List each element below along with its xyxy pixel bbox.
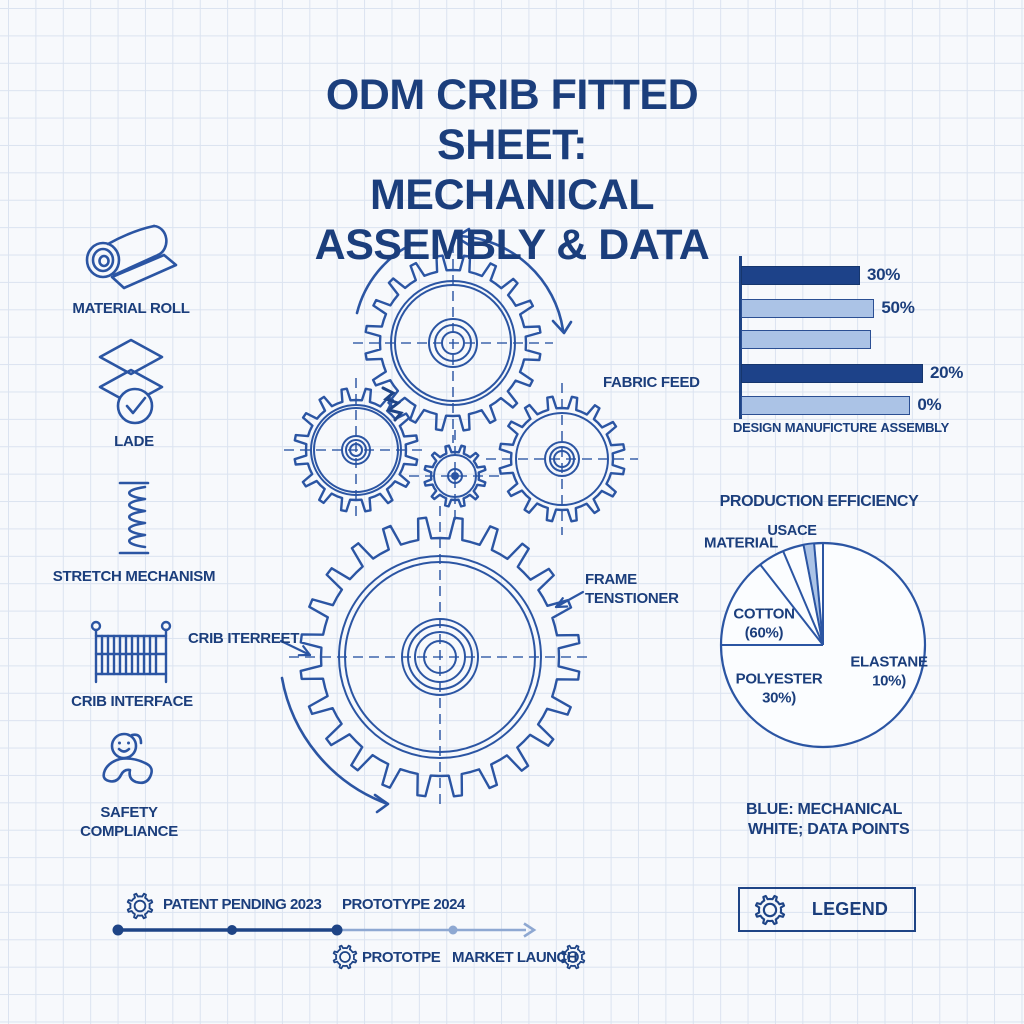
- sidebar-item-crib-interface: CRIB INTERFACE: [71, 693, 193, 710]
- gear-frame-tensioner: [289, 506, 591, 808]
- timeline-label-prototpe: PROTOTPE: [362, 949, 441, 966]
- color-key-note-line2: WHITE; DATA POINTS: [748, 821, 910, 838]
- bar-ASSEMBLY: [741, 330, 871, 349]
- bar-value: [741, 395, 911, 415]
- gear-fabric-feed: [353, 243, 553, 443]
- bar-value-label: 30%: [867, 265, 901, 284]
- callout-leader-lines: [279, 590, 585, 657]
- timeline-dot-2: [227, 925, 237, 935]
- legend-label: LEGEND: [811, 899, 889, 920]
- spring-icon: [112, 477, 156, 561]
- gear-icon: [126, 892, 154, 920]
- arc-arrow-big-gear: [280, 676, 387, 805]
- arrowhead-top: [454, 227, 471, 247]
- gear-icon: [754, 894, 786, 925]
- bar-chart: 30% 50% 20% 0%: [739, 256, 963, 420]
- timeline-label-market-launch: MARKET LAUNCH: [452, 949, 578, 966]
- arc-arrow-top-left: [355, 241, 416, 315]
- pie-callout-usace: USACE: [767, 522, 817, 539]
- pie-chart-title: PRODUCTION EFFICIENCY: [719, 493, 919, 510]
- label-fabric-feed: FABRIC FEED: [603, 374, 700, 391]
- gear-left-idler: [284, 378, 428, 522]
- gear-small-center: [409, 430, 501, 522]
- timeline-dot-3: [331, 924, 343, 936]
- legend-box: LEGEND: [738, 887, 916, 932]
- timeline-dot-1: [112, 924, 124, 936]
- rotation-arrows: [280, 227, 573, 814]
- pie-chart-drawing: [719, 541, 927, 749]
- bar-DESIGN: [741, 265, 860, 285]
- leader-frame-tensioner: [554, 590, 585, 609]
- bar-row: 50%: [741, 298, 915, 318]
- category-assembly: ASSEMBLY: [880, 420, 949, 435]
- gear-icon: [560, 944, 586, 970]
- leader-frame-arrowhead: [554, 597, 569, 609]
- pie-callout-material: MATERIAL: [704, 534, 778, 552]
- bar-MANUFICTURE: [741, 298, 875, 318]
- sidebar-item-stretch-mechanism: STRETCH MECHANISM: [52, 568, 216, 585]
- gear-right-idler: [486, 383, 638, 535]
- gear-mesh-scribble: [381, 386, 404, 422]
- sidebar-item-safety-compliance: SAFETY COMPLIANCE: [80, 804, 178, 840]
- timeline-label-prototype-2024: PROTOTYPE 2024: [342, 896, 465, 913]
- label-crib-callout: CRIB ITERREET: [188, 630, 300, 647]
- sidebar-item-lade: LADE: [114, 433, 154, 450]
- bar-value: [741, 363, 923, 383]
- gear-icon: [332, 944, 358, 970]
- material-roll-icon: [78, 220, 178, 298]
- timeline-arrowhead: [523, 922, 537, 938]
- bar-value-label: 20%: [930, 363, 964, 382]
- category-design: DESIGN: [733, 420, 782, 435]
- timeline-drawing: [112, 922, 537, 938]
- color-key-note-line1: BLUE: MECHANICAL: [746, 801, 903, 818]
- arrowhead-right: [551, 319, 573, 335]
- bar-row: 0%: [741, 395, 942, 415]
- category-manufacture: MANUFICTURE: [784, 420, 877, 435]
- bar-row: 20%: [741, 363, 963, 383]
- pie-slice-label-elastane: ELASTANE 10%): [850, 653, 928, 689]
- gear-train-drawing: [284, 243, 638, 808]
- timeline-dot-4: [448, 925, 458, 935]
- arc-arrow-top-right: [458, 234, 565, 332]
- bar-chart-axis: [739, 256, 742, 419]
- pie-slice-label-polyester: POLYESTER 30%): [735, 670, 823, 706]
- page-title: ODM CRIB FITTED SHEET: MECHANICAL ASSEMB…: [314, 71, 710, 269]
- baby-icon: [96, 730, 176, 794]
- bar-row: 30%: [741, 265, 900, 285]
- fabric-layers-check-icon: [96, 336, 166, 430]
- bar-chart-category-labels: DESIGN MANUFICTURE ASSEMBLY: [733, 420, 949, 435]
- leader-crib-arrowhead: [297, 645, 312, 657]
- bar-value-label: 0%: [917, 395, 942, 414]
- arrowhead-big-gear: [373, 793, 390, 814]
- leader-crib-callout: [279, 639, 312, 657]
- bar-row: [741, 330, 871, 349]
- bar-value-label: 50%: [881, 298, 915, 317]
- pie-slice-label-cotton: COTTON (60%): [733, 605, 795, 641]
- crib-icon: [88, 616, 174, 688]
- sidebar-item-material-roll: MATERIAL ROLL: [72, 300, 190, 317]
- label-frame-tensioner: FRAME TENSTIONER: [585, 571, 679, 607]
- timeline-label-patent-pending: PATENT PENDING 2023: [163, 896, 322, 913]
